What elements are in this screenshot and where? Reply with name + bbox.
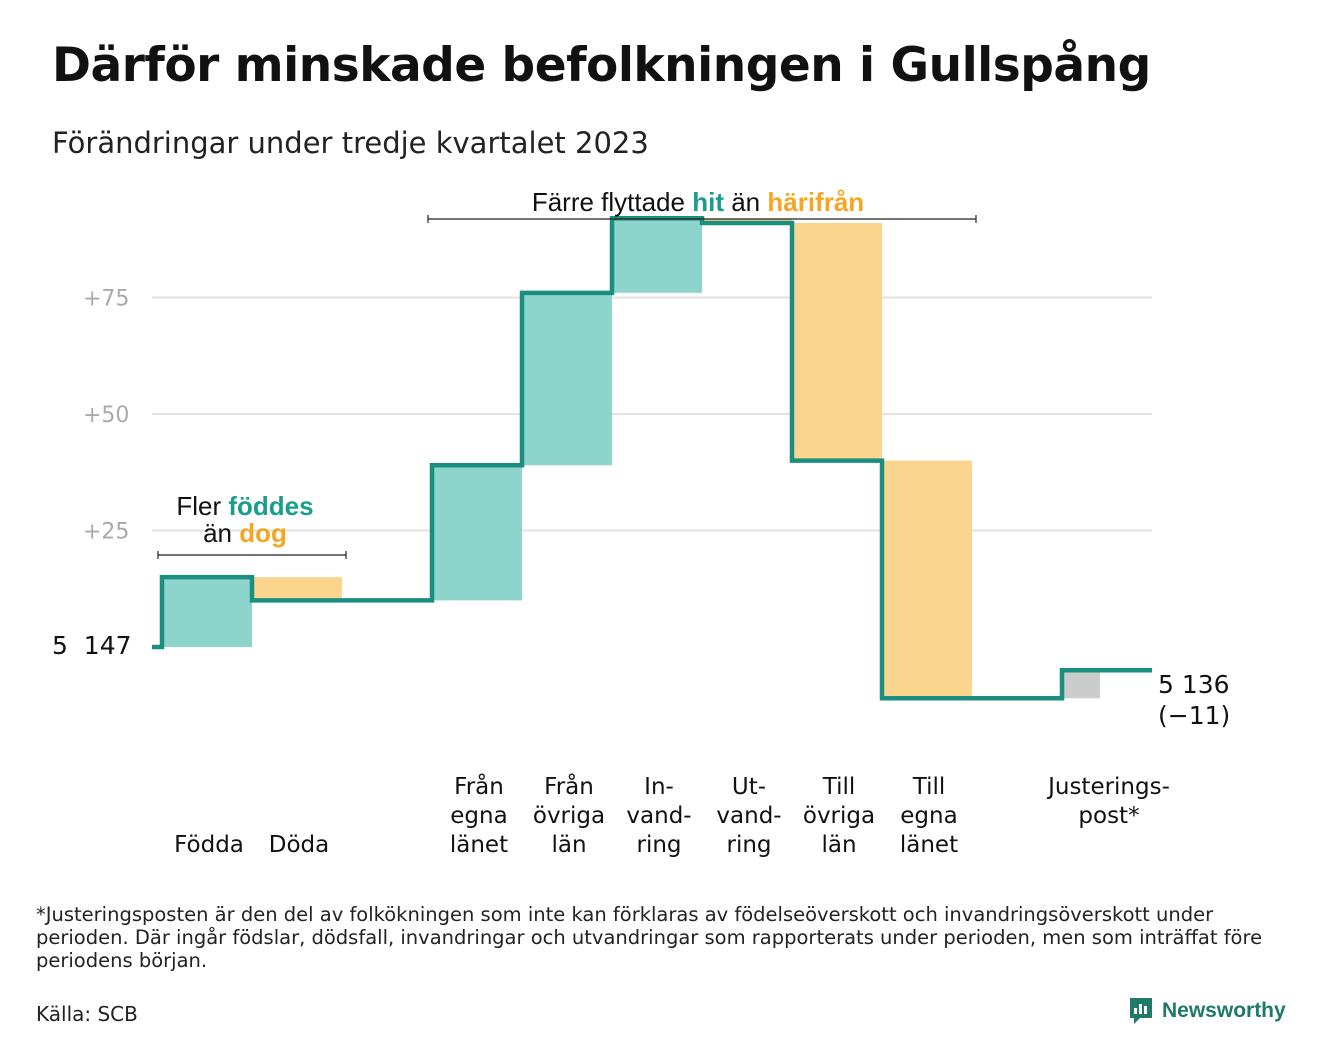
- bar-decrease: [702, 218, 792, 223]
- category-label: länet: [900, 832, 958, 858]
- bar-decrease: [882, 460, 972, 699]
- y-tick-label: +75: [83, 287, 129, 312]
- bar-decrease: [792, 222, 882, 461]
- category-label: Ut-: [732, 774, 766, 800]
- births-annotation-line1: Fler föddes: [176, 491, 313, 521]
- category-label: län: [551, 832, 586, 858]
- category-label: ring: [636, 832, 681, 858]
- waterfall-chart: +25 +50 +75 Födda Döda Från egna länet Från övri…: [52, 187, 1230, 858]
- chart-title: Därför minskade befolkningen i Gullspång: [52, 38, 1151, 93]
- grid-lines: +25 +50 +75: [83, 287, 1152, 545]
- births-annotation: Fler föddes än dog: [157, 491, 347, 559]
- bar-increase: [432, 465, 522, 601]
- category-label: vand-: [626, 803, 691, 829]
- bar-increase: [612, 218, 702, 293]
- start-value-label: 5 147: [52, 631, 132, 660]
- step-line: [152, 216, 1152, 701]
- category-label: Döda: [269, 832, 329, 858]
- bar-increase: [162, 577, 252, 647]
- category-label: Till: [912, 774, 946, 800]
- category-label: egna: [900, 803, 957, 829]
- category-label: länet: [450, 832, 508, 858]
- newsworthy-logo-icon: [1130, 998, 1152, 1024]
- population-step-line: [152, 216, 1152, 701]
- category-label: övriga: [803, 803, 875, 829]
- bar-adjustment: [1062, 670, 1100, 699]
- end-change-label: (−11): [1158, 701, 1230, 730]
- category-label: Till: [822, 774, 856, 800]
- brand-logo: Newsworthy: [1128, 996, 1286, 1026]
- chart-subtitle: Förändringar under tredje kvartalet 2023: [52, 126, 649, 160]
- y-tick-label: +50: [83, 403, 129, 428]
- category-label: In-: [644, 774, 674, 800]
- migration-annotation-text: Färre flyttade hit än härifrån: [532, 187, 864, 217]
- end-value-label: 5 136: [1158, 670, 1230, 699]
- y-tick-label: +25: [83, 520, 129, 545]
- category-label: Justerings-: [1046, 774, 1170, 800]
- category-label: ring: [726, 832, 771, 858]
- category-label: Från: [544, 772, 594, 800]
- migration-annotation: Färre flyttade hit än härifrån: [427, 187, 977, 223]
- births-annotation-line2: än dog: [203, 518, 287, 548]
- category-label: post*: [1078, 803, 1139, 829]
- category-label: län: [821, 832, 856, 858]
- bars: [162, 218, 1100, 699]
- category-label: Från: [454, 772, 504, 800]
- category-labels: Födda Döda Från egna länet Från övriga län In-va…: [174, 772, 1170, 858]
- brand-name: Newsworthy: [1162, 999, 1286, 1022]
- category-label: egna: [450, 803, 507, 829]
- source-label: Källa: SCB: [36, 1002, 138, 1026]
- category-label: vand-: [716, 803, 781, 829]
- footnote: *Justeringsposten är den del av folkökni…: [36, 903, 1263, 972]
- category-label: Födda: [174, 832, 244, 858]
- bar-increase: [522, 292, 612, 466]
- bar-decrease: [252, 577, 342, 601]
- category-label: övriga: [533, 803, 605, 829]
